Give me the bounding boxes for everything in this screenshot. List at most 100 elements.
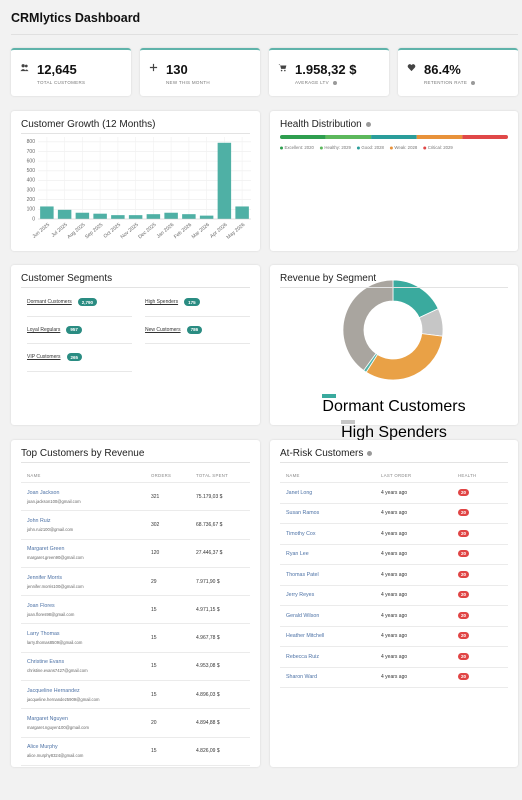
table-row: Heather Mitchell 4 years ago 20 [280,627,508,647]
cell-total: 4.896,03 $ [196,691,220,698]
table-header: NAME ORDERS TOTAL SPENT [21,468,250,483]
legend-label: Healthy: 2029 [324,145,351,150]
divider [280,462,508,463]
cell-health: 20 [452,673,508,681]
segment-item: Dormant Customers 2,790 [27,289,132,317]
customer-name: Jacqueline Hernandez [27,687,80,694]
customer-name: John Ruiz [27,517,51,524]
customer-email: christine.evans7427@gmail.com [27,668,88,674]
y-tick-label: 700 [27,149,36,155]
donut-slice [342,279,394,372]
bar [75,212,90,219]
y-tick-label: 600 [27,158,36,164]
customer-name: Jerry Reyes [286,592,315,599]
cell-customer: Larry Thomas larry.thomas8509@gmail.com [21,631,145,645]
kpi-label: AVERAGE LTV [295,80,337,85]
x-tick-label: Feb 2026 [173,222,193,240]
cell-customer: Alice Murphy alice.murphy8324@gmail.com [21,744,145,758]
card-title: At-Risk Customers [280,448,373,459]
legend-dot [319,146,323,150]
health-badge: 20 [458,632,470,640]
column-header: NAME [286,472,300,478]
revenue-card: Revenue by Segment Dormant Customers High… [270,265,518,519]
legend-dot [423,146,427,150]
bar [182,214,196,219]
cell-orders: 29 [151,578,157,585]
cell-health: 20 [452,570,508,578]
divider [280,287,508,288]
legend-swatch [322,394,337,398]
cell-orders: 15 [151,748,157,755]
customer-name: Alice Murphy [27,744,58,751]
cell-last-order: 4 years ago [381,633,408,640]
card-title-text: Health Distribution [280,119,362,130]
cell-health: 20 [452,529,508,537]
revenue-chart [342,279,444,381]
kpi-card: 1.958,32 $ AVERAGE LTV [269,48,389,96]
bar-segment [462,135,508,139]
bar [217,142,232,219]
cell-orders: 302 [151,521,160,528]
legend-item: Dormant Customers [322,394,466,416]
health-badge: 20 [458,570,470,578]
customer-name: Margaret Nguyen [27,716,68,723]
legend-label: High Spenders [341,424,447,441]
cell-health: 20 [452,652,508,660]
health-badge: 20 [458,611,470,619]
top-customers-card: Top Customers by Revenue NAME ORDERS TOTAL… [11,440,260,767]
column-header: HEALTH [458,472,477,478]
cell-total: 4.953,08 $ [196,663,220,670]
bar [128,215,143,219]
cell-customer: Joan Flores joan.flores98@gmail.com [21,603,145,617]
card-title: Revenue by Segment [280,273,377,284]
customer-email: john.ruiz100@gmail.com [27,526,74,532]
customer-name: Joan Flores [27,602,55,609]
cell-total: 7.971,90 $ [196,578,220,585]
cell-health: 20 [452,550,508,558]
card-title: Health Distribution [280,119,371,130]
legend-label: Weak: 2028 [394,145,417,150]
cell-orders: 20 [151,720,157,727]
kpi-label-text: AVERAGE LTV [295,80,329,85]
cell-health: 20 [452,632,508,640]
segment-item: VIP Customers 265 [27,344,132,372]
y-tick-label: 0 [32,216,35,222]
health-chart: Excellent: 2020 Healthy: 2029 Good: 2028 We… [280,135,508,150]
cell-orders: 15 [151,663,157,670]
y-tick-label: 500 [27,168,36,174]
cell-last-order: 4 years ago [381,489,408,496]
health-badge: 20 [458,550,470,558]
segment-name: VIP Customers [27,354,61,361]
cell-last-order: 4 years ago [381,674,408,681]
y-tick-label: 400 [27,178,36,184]
bar-segment [280,135,326,139]
table-row: Christine Evans christine.evans7427@gmail… [21,653,250,682]
customer-name: Susan Ramos [286,510,320,517]
table-row: Susan Ramos 4 years ago 20 [280,504,508,524]
segment-item: Loyal Regulars 957 [27,317,132,344]
kpi-value: 12,645 [37,62,77,77]
cell-total: 4.894,88 $ [196,720,220,727]
card-title: Customer Growth (12 Months) [21,119,156,130]
segment-item: New Customers 786 [145,317,250,344]
y-tick-label: 800 [27,139,36,145]
cell-customer: Margaret Green margaret.green90@gmail.com [21,546,145,560]
cell-last-order: 4 years ago [381,510,408,517]
segment-name: Loyal Regulars [27,326,61,333]
customer-name: Jennifer Morris [27,574,63,581]
bar [57,209,72,219]
card-title: Top Customers by Revenue [21,448,145,459]
column-header: NAME [27,472,41,478]
customer-email: margaret.nguyen100@gmail.com [27,725,89,731]
kpi-value: 130 [166,62,188,77]
table-row: Rebecca Ruiz 4 years ago 20 [280,647,508,668]
legend-dot [389,146,393,150]
x-tick-label: Jan 2026 [156,222,176,240]
customer-email: jennifer.morris100@gmail.com [27,583,84,589]
cell-health: 20 [452,611,508,619]
cell-last-order: 4 years ago [381,653,408,660]
cell-health: 20 [452,509,508,517]
customer-name: Rebecca Ruiz [286,653,319,660]
table-row: Joan Jackson joan.jackson100@gmail.com 321… [21,483,250,512]
x-tick-label: Aug 2025 [66,222,86,240]
